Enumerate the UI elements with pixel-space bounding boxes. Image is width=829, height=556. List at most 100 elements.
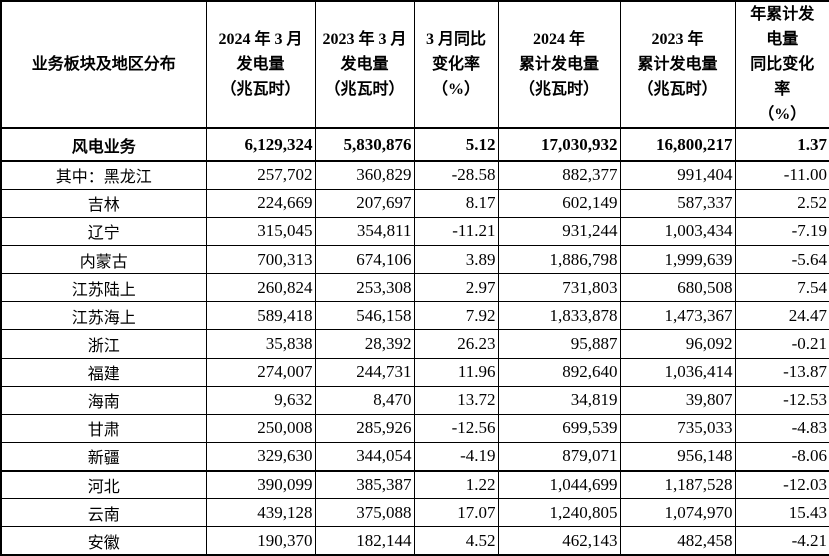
value-cell: -4.83 <box>734 413 829 443</box>
table-row: 其中：黑龙江 257,702 360,829 -28.58 882,377 991,404… <box>0 160 829 190</box>
value-cell: 260,824 <box>205 273 316 303</box>
value-cell: 699,539 <box>497 413 621 443</box>
value-cell: 7.54 <box>734 273 829 303</box>
value-cell: 602,149 <box>497 188 621 218</box>
column-header-cum-yoy: 年累计发 电量 同比变化 率 （%） <box>734 0 829 129</box>
header-row: 业务板块及地区分布 2024 年 3 月 发电量 （兆瓦时） 2023 年 3 … <box>0 0 829 129</box>
value-cell: 360,829 <box>314 160 415 190</box>
region-cell: 吉林 <box>0 188 207 218</box>
region-cell: 辽宁 <box>0 216 207 247</box>
value-cell: -4.21 <box>734 526 829 556</box>
region-cell: 内蒙古 <box>0 245 207 275</box>
value-cell: 5.12 <box>413 127 499 163</box>
value-cell: 1,473,367 <box>619 301 736 331</box>
value-cell: 674,106 <box>314 245 415 275</box>
value-cell: 589,418 <box>205 301 316 331</box>
value-cell: 8.17 <box>413 188 499 218</box>
value-cell: -28.58 <box>413 160 499 190</box>
total-row: 风电业务 6,129,324 5,830,876 5.12 17,030,932 16,8… <box>0 127 829 163</box>
column-header-2024-march: 2024 年 3 月 发电量 （兆瓦时） <box>205 0 316 129</box>
value-cell: 34,819 <box>497 385 621 415</box>
value-cell: 95,887 <box>497 329 621 359</box>
table-row: 吉林 224,669 207,697 8.17 602,149 587,337 2.52 <box>0 188 829 218</box>
value-cell: 1,999,639 <box>619 245 736 275</box>
value-cell: -11.00 <box>734 160 829 190</box>
table-row: 内蒙古 700,313 674,106 3.89 1,886,798 1,999,639-… <box>0 245 829 275</box>
region-cell: 江苏陆上 <box>0 273 207 303</box>
value-cell: 931,244 <box>497 216 621 247</box>
value-cell: 17,030,932 <box>497 127 621 163</box>
table-row: 河北 390,099 385,387 1.22 1,044,699 1,187,528 -1… <box>0 469 829 500</box>
region-cell: 福建 <box>0 357 207 387</box>
value-cell: 15.43 <box>734 498 829 528</box>
value-cell: 315,045 <box>205 216 316 247</box>
value-cell: 3.89 <box>413 245 499 275</box>
region-cell: 云南 <box>0 498 207 528</box>
value-cell: -13.87 <box>734 357 829 387</box>
value-cell: 16,800,217 <box>619 127 736 163</box>
value-cell: 207,697 <box>314 188 415 218</box>
table-body: 风电业务 6,129,324 5,830,876 5.12 17,030,932 16,8… <box>0 127 829 556</box>
column-header-2023-march: 2023 年 3 月 发电量 （兆瓦时） <box>314 0 415 129</box>
value-cell: 1,044,699 <box>497 469 621 500</box>
region-cell: 安徽 <box>0 526 207 556</box>
value-cell: 731,803 <box>497 273 621 303</box>
value-cell: 2.97 <box>413 273 499 303</box>
value-cell: 1,240,805 <box>497 498 621 528</box>
value-cell: 9,632 <box>205 385 316 415</box>
value-cell: 390,099 <box>205 469 316 500</box>
value-cell: 344,054 <box>314 441 415 472</box>
value-cell: 735,033 <box>619 413 736 443</box>
table-row: 安徽 190,370 182,144 4.52 462,143 482,458 -4.21 <box>0 526 829 556</box>
table-row: 甘肃 250,008 285,926 -12.56 699,539 735,033 -4.8… <box>0 413 829 443</box>
value-cell: -5.64 <box>734 245 829 275</box>
value-cell: 385,387 <box>314 469 415 500</box>
value-cell: 375,088 <box>314 498 415 528</box>
region-cell: 新疆 <box>0 441 207 472</box>
column-header-march-yoy: 3 月同比 变化率 （%） <box>413 0 499 129</box>
table-row: 江苏海上 589,418 546,158 7.92 1,833,878 1,473,367… <box>0 301 829 331</box>
value-cell: 8,470 <box>314 385 415 415</box>
value-cell: 1,036,414 <box>619 357 736 387</box>
value-cell: 892,640 <box>497 357 621 387</box>
column-header-2024-cum: 2024 年 累计发电量 （兆瓦时） <box>497 0 621 129</box>
value-cell: 1,187,528 <box>619 469 736 500</box>
value-cell: 1,833,878 <box>497 301 621 331</box>
value-cell: 546,158 <box>314 301 415 331</box>
table-row: 浙江 35,838 28,392 26.23 95,887 96,092 -0.21 <box>0 329 829 359</box>
value-cell: 7.92 <box>413 301 499 331</box>
value-cell: 462,143 <box>497 526 621 556</box>
value-cell: 250,008 <box>205 413 316 443</box>
value-cell: 1,003,434 <box>619 216 736 247</box>
table-header: 业务板块及地区分布 2024 年 3 月 发电量 （兆瓦时） 2023 年 3 … <box>0 0 829 129</box>
value-cell: 26.23 <box>413 329 499 359</box>
value-cell: 882,377 <box>497 160 621 190</box>
value-cell: 700,313 <box>205 245 316 275</box>
value-cell: 96,092 <box>619 329 736 359</box>
value-cell: 35,838 <box>205 329 316 359</box>
region-cell: 江苏海上 <box>0 301 207 331</box>
value-cell: 224,669 <box>205 188 316 218</box>
region-cell: 河北 <box>0 469 207 500</box>
value-cell: 329,630 <box>205 441 316 472</box>
region-cell: 其中：黑龙江 <box>0 160 207 190</box>
value-cell: 257,702 <box>205 160 316 190</box>
table-row: 海南 9,632 8,470 13.72 34,819 39,807 -12.53 <box>0 385 829 415</box>
value-cell: 956,148 <box>619 441 736 472</box>
value-cell: -0.21 <box>734 329 829 359</box>
table-row: 新疆 329,630 344,054 -4.19 879,071 956,148 -8.06 <box>0 441 829 472</box>
value-cell: 2.52 <box>734 188 829 218</box>
value-cell: 6,129,324 <box>205 127 316 163</box>
value-cell: 274,007 <box>205 357 316 387</box>
value-cell: 17.07 <box>413 498 499 528</box>
value-cell: 190,370 <box>205 526 316 556</box>
value-cell: 285,926 <box>314 413 415 443</box>
value-cell: 244,731 <box>314 357 415 387</box>
value-cell: 4.52 <box>413 526 499 556</box>
value-cell: 354,811 <box>314 216 415 247</box>
region-cell: 风电业务 <box>0 127 207 163</box>
value-cell: 28,392 <box>314 329 415 359</box>
value-cell: 1,074,970 <box>619 498 736 528</box>
value-cell: 482,458 <box>619 526 736 556</box>
value-cell: 439,128 <box>205 498 316 528</box>
